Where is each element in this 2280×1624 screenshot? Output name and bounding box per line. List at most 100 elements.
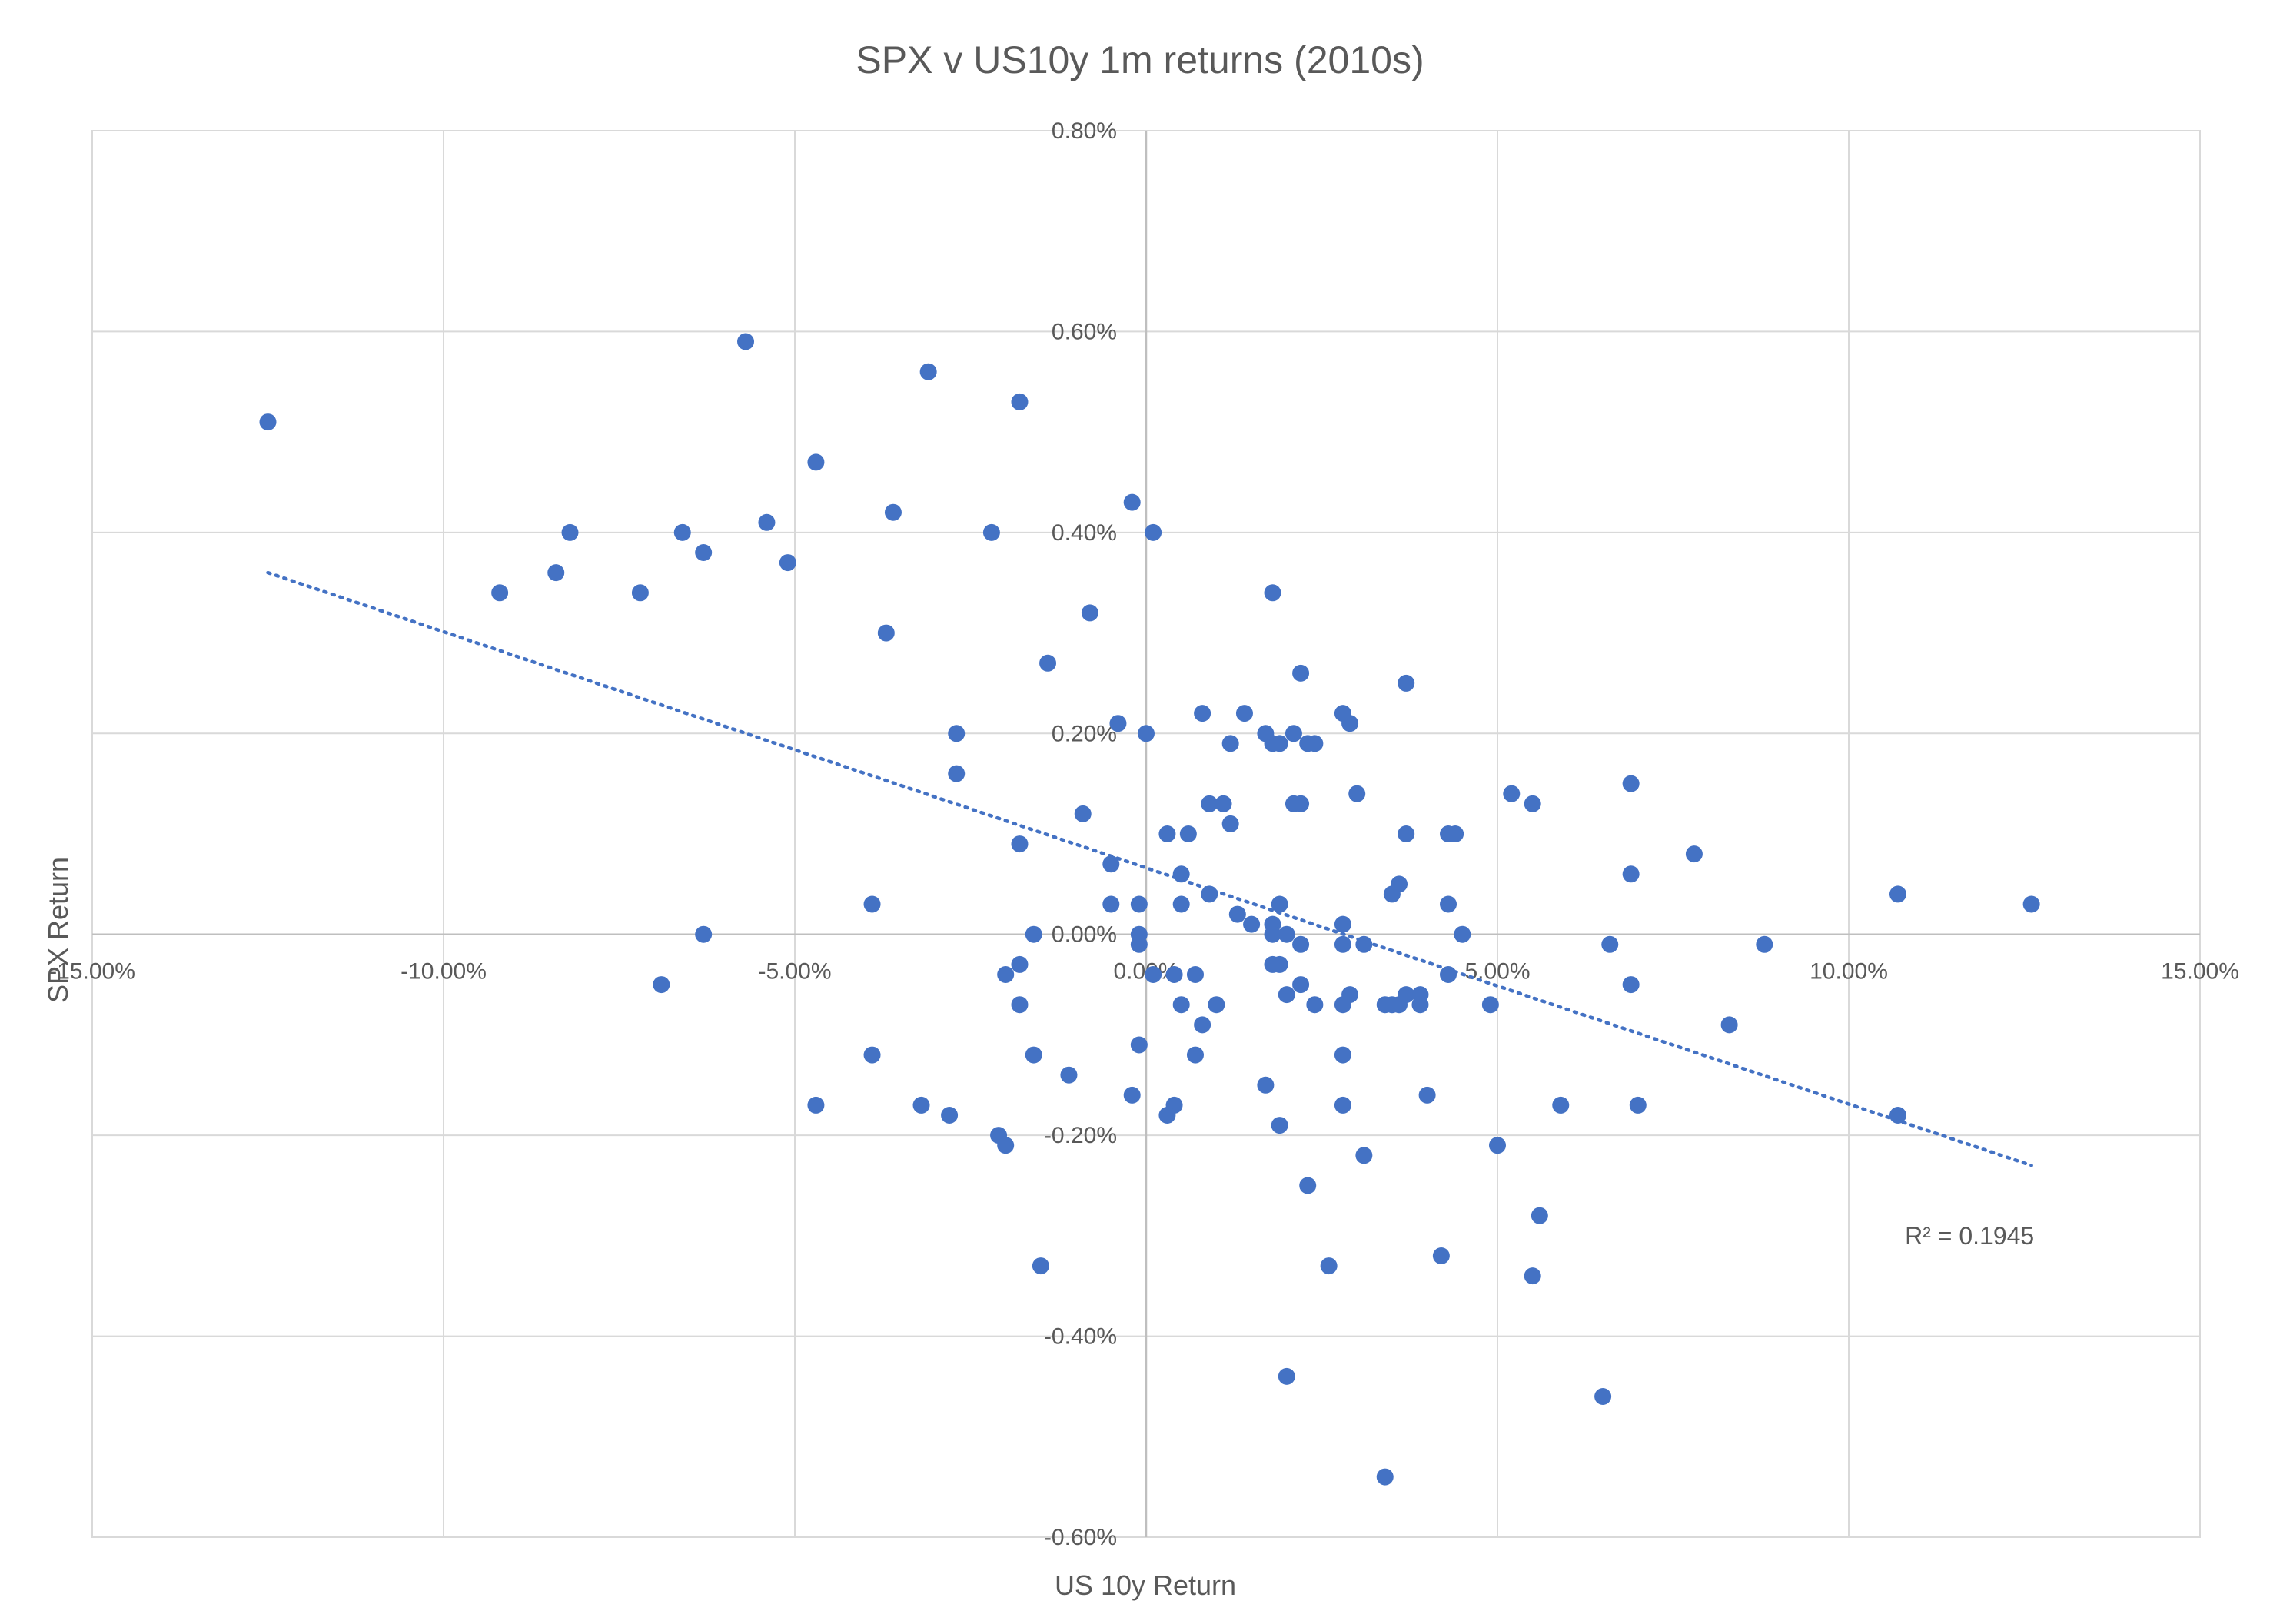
y-tick-label: 0.40% [1052, 520, 1117, 546]
data-point [1130, 1036, 1148, 1054]
data-point [1685, 845, 1703, 863]
data-point [737, 333, 755, 350]
data-point [1440, 895, 1457, 913]
data-point [1622, 865, 1640, 883]
y-tick-label: 0.20% [1052, 721, 1117, 746]
y-tick-label: 0.80% [1052, 118, 1117, 144]
data-point [491, 584, 509, 602]
data-point [673, 523, 691, 541]
data-point [807, 453, 825, 471]
chart-title: SPX v US10y 1m returns (2010s) [856, 38, 1424, 81]
data-point [1889, 1107, 1906, 1124]
data-point [982, 523, 1000, 541]
data-point [1130, 935, 1148, 953]
data-point [1503, 785, 1521, 802]
data-point [547, 564, 565, 582]
data-point [1074, 805, 1092, 822]
trendline-line [266, 570, 2033, 1167]
data-point [1411, 986, 1429, 1004]
data-point [1418, 1086, 1436, 1104]
data-point [2022, 895, 2040, 913]
data-point [758, 513, 776, 531]
y-tick-label: 0.00% [1052, 922, 1117, 948]
data-point [1552, 1096, 1570, 1114]
data-point [1341, 715, 1359, 732]
data-point [1060, 1066, 1078, 1084]
y-tick-label: -0.60% [1044, 1525, 1117, 1550]
axes [92, 131, 2200, 1537]
data-point [1109, 715, 1127, 732]
data-point [997, 966, 1015, 983]
data-point [919, 363, 937, 380]
data-point [1165, 966, 1183, 983]
data-point [695, 925, 713, 943]
data-point [1172, 865, 1190, 883]
data-point [1531, 1207, 1548, 1224]
x-tick-label: 5.00% [1464, 959, 1530, 985]
data-point [1292, 795, 1310, 812]
data-point [1334, 1096, 1351, 1114]
data-point [1278, 925, 1295, 943]
data-points [259, 333, 2040, 1486]
data-point [1186, 966, 1204, 983]
data-point [1278, 1367, 1295, 1385]
data-point [695, 544, 713, 561]
data-point [1271, 955, 1288, 973]
data-point [1278, 986, 1295, 1004]
data-point [1025, 1046, 1042, 1064]
data-point [1221, 735, 1239, 752]
data-point [1011, 835, 1029, 853]
data-point [948, 725, 966, 742]
data-point [1292, 976, 1310, 994]
data-point [1194, 705, 1211, 722]
data-point [561, 523, 579, 541]
tick-labels: -15.00% -10.00% -5.00% 0.00% 5.00% 10.00% 15.0… [49, 118, 2239, 1550]
data-point [1102, 855, 1120, 873]
data-point [863, 895, 881, 913]
data-point [1292, 935, 1310, 953]
data-point [1355, 935, 1373, 953]
data-point [1179, 825, 1197, 842]
data-point [1594, 1388, 1612, 1405]
data-point [1271, 895, 1288, 913]
data-point [1271, 735, 1288, 752]
data-point [1221, 815, 1239, 832]
data-point [941, 1107, 959, 1124]
trendline [266, 570, 2033, 1167]
data-point [1123, 493, 1141, 511]
y-axis-title: SPX Return [42, 857, 74, 1003]
x-axis-title: US 10y Return [1055, 1569, 1236, 1601]
data-point [1481, 996, 1499, 1014]
data-point [1306, 735, 1324, 752]
data-point [1186, 1046, 1204, 1064]
data-point [1889, 885, 1906, 903]
data-point [1130, 895, 1148, 913]
data-point [1489, 1137, 1506, 1154]
data-point [1039, 654, 1057, 672]
data-point [1215, 795, 1232, 812]
data-point [779, 554, 796, 572]
data-point [863, 1046, 881, 1064]
data-point [1398, 986, 1415, 1004]
data-point [1299, 1177, 1317, 1194]
data-point [1011, 996, 1029, 1014]
data-point [1158, 825, 1176, 842]
data-point [1102, 895, 1120, 913]
data-point [1172, 895, 1190, 913]
y-tick-label: -0.40% [1044, 1324, 1117, 1350]
data-point [1138, 725, 1155, 742]
data-point [1622, 775, 1640, 792]
data-point [259, 413, 277, 431]
data-point [1158, 1107, 1176, 1124]
x-tick-label: -10.00% [400, 959, 487, 985]
data-point [1228, 905, 1246, 923]
data-point [884, 503, 902, 521]
data-point [1145, 966, 1162, 983]
data-point [1334, 935, 1351, 953]
data-point [1194, 1016, 1211, 1034]
data-point [1264, 925, 1281, 943]
data-point [912, 1096, 930, 1114]
data-point [1334, 915, 1351, 933]
data-point [1720, 1016, 1738, 1034]
